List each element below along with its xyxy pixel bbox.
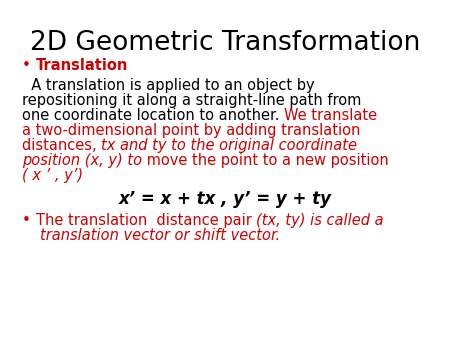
Text: distances,: distances,: [22, 138, 101, 153]
Text: x’ = x + tx , y’ = y + ty: x’ = x + tx , y’ = y + ty: [118, 190, 332, 208]
Text: move the point to a new position: move the point to a new position: [142, 153, 389, 168]
Text: tx and ty to the original coordinate: tx and ty to the original coordinate: [101, 138, 357, 153]
Text: ( x ’ , y’): ( x ’ , y’): [22, 168, 83, 183]
Text: a two-dimensional point by adding translation: a two-dimensional point by adding transl…: [22, 123, 360, 138]
Text: We translate: We translate: [284, 108, 377, 123]
Text: one coordinate location to another.: one coordinate location to another.: [22, 108, 284, 123]
Text: repositioning it along a straight-line path from: repositioning it along a straight-line p…: [22, 93, 361, 108]
Text: 2D Geometric Transformation: 2D Geometric Transformation: [30, 30, 420, 56]
Text: The translation  distance pair: The translation distance pair: [36, 213, 256, 228]
Text: (tx, ty) is called a: (tx, ty) is called a: [256, 213, 384, 228]
Text: Translation: Translation: [36, 58, 128, 73]
Text: A translation is applied to an object by: A translation is applied to an object by: [22, 78, 315, 93]
Text: translation vector or shift vector.: translation vector or shift vector.: [40, 228, 280, 243]
Text: position (x, y) to: position (x, y) to: [22, 153, 142, 168]
Text: •: •: [22, 58, 36, 73]
Text: •: •: [22, 213, 36, 228]
